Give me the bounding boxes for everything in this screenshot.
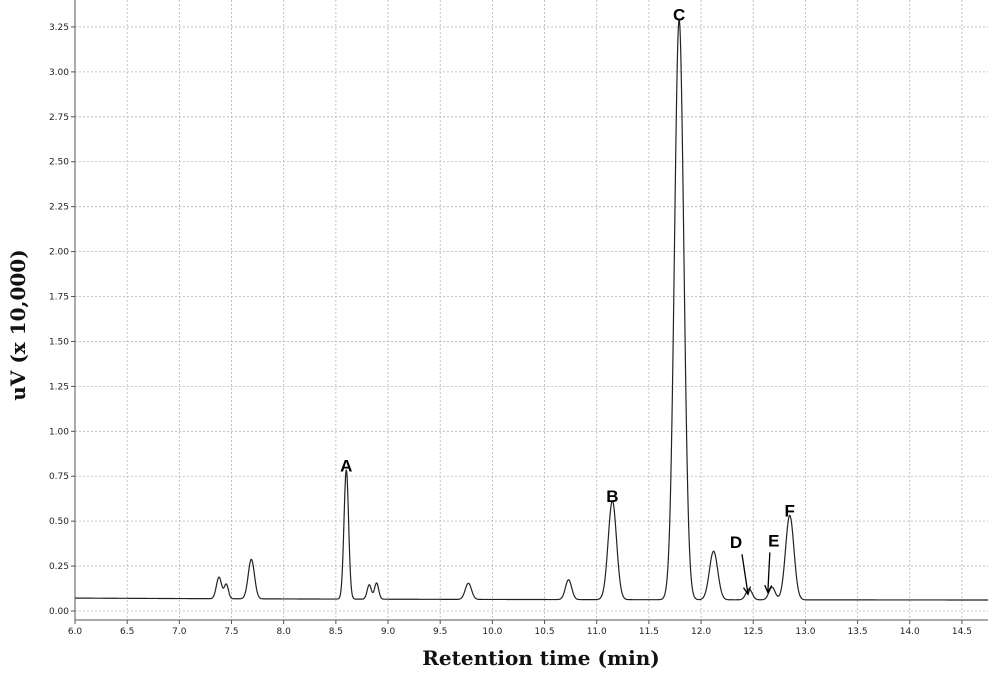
- chromatogram-trace: [75, 19, 988, 601]
- y-tick-label: 0.25: [49, 562, 69, 572]
- peak-arrow-e: [767, 552, 771, 593]
- axes: [74, 0, 988, 621]
- peak-label-e: E: [768, 531, 779, 550]
- x-tick-labels: 6.0 6.5 7.0 7.5 8.0 8.5 9.0 9.5 10.0 10.5 11.0 11.5…: [68, 627, 972, 637]
- x-tick-label: 12.0: [691, 627, 711, 637]
- y-tick-label: 1.00: [49, 427, 69, 437]
- x-tick-label: 13.5: [848, 627, 868, 637]
- plot-background: [75, 0, 988, 620]
- peak-label-a: A: [340, 457, 352, 476]
- y-tick-labels: 0.00 0.25 0.50 0.75 1.00 1.25 1.50 1.75 2.00 2.25…: [49, 23, 69, 617]
- y-tick-label: 1.50: [49, 337, 69, 347]
- peak-arrow-d: [741, 554, 749, 595]
- grid: [71, 0, 988, 624]
- peak-label-f: F: [785, 502, 795, 521]
- series: [75, 19, 988, 601]
- x-axis-title: Retention time (min): [422, 646, 659, 670]
- x-tick-label: 9.5: [433, 627, 447, 637]
- peak-arrowhead-d: [742, 586, 752, 596]
- x-tick-label: 6.0: [68, 627, 83, 637]
- y-tick-label: 0.50: [49, 517, 69, 527]
- y-tick-label: 1.75: [49, 293, 69, 303]
- x-tick-label: 11.5: [639, 627, 659, 637]
- x-tick-label: 14.0: [900, 627, 920, 637]
- y-tick-label: 2.75: [49, 113, 69, 123]
- x-tick-label: 10.5: [535, 627, 555, 637]
- y-tick-label: 1.25: [49, 382, 69, 392]
- x-tick-label: 11.0: [587, 627, 607, 637]
- x-tick-label: 9.0: [381, 627, 396, 637]
- y-tick-label: 2.00: [49, 248, 69, 258]
- x-tick-label: 12.5: [743, 627, 763, 637]
- peak-label-c: C: [673, 6, 685, 25]
- x-tick-label: 7.0: [172, 627, 187, 637]
- x-tick-label: 8.0: [277, 627, 292, 637]
- peak-label-d: D: [730, 533, 742, 552]
- x-tick-label: 8.5: [329, 627, 343, 637]
- peak-labels: A B C D EF: [340, 6, 795, 596]
- x-tick-label: 10.0: [482, 627, 502, 637]
- y-tick-label: 3.25: [49, 23, 69, 33]
- y-tick-label: 2.25: [49, 203, 69, 213]
- y-tick-label: 0.00: [49, 607, 69, 617]
- y-tick-label: 2.50: [49, 158, 69, 168]
- peak-arrowhead-e: [764, 584, 773, 594]
- y-tick-label: 0.75: [49, 472, 69, 482]
- x-tick-label: 13.0: [795, 627, 815, 637]
- y-axis-title: uV (x 10,000): [6, 249, 30, 400]
- peak-label-b: B: [606, 487, 618, 506]
- y-tick-label: 3.00: [49, 68, 69, 78]
- x-tick-label: 7.5: [224, 627, 238, 637]
- x-tick-label: 14.5: [952, 627, 972, 637]
- x-tick-label: 6.5: [120, 627, 134, 637]
